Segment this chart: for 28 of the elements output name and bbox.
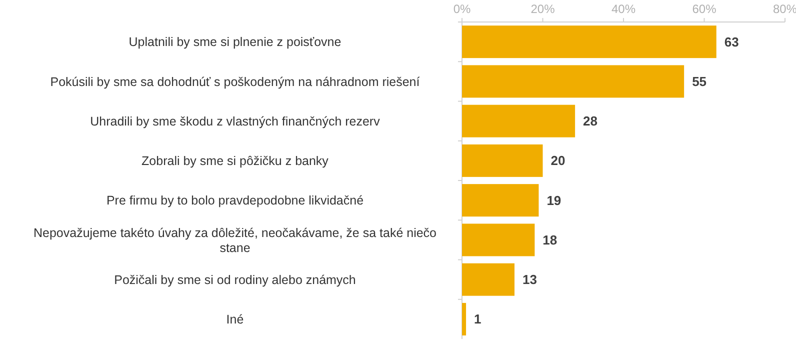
x-tick-label: 20% [530, 2, 556, 16]
bar [462, 144, 543, 177]
data-label: 13 [522, 272, 537, 288]
bar [462, 26, 716, 58]
bar [462, 184, 539, 217]
data-label: 18 [542, 232, 558, 248]
y-tick-label: Požičali by sme si od rodiny alebo známych [114, 272, 356, 287]
data-label: 55 [692, 74, 707, 89]
bar [462, 65, 684, 98]
y-tick-label: Uplatnili by sme si plnenie z poisťovne [128, 35, 342, 50]
y-tick-label: Nepovažujeme takéto úvahy za dôležité, neočakávame, že sa také niečo stane [33, 226, 437, 255]
data-label: 20 [550, 153, 566, 168]
y-tick-label: Zobrali by sme si pôžičku z banky [142, 154, 330, 168]
y-tick-label: Iné [226, 312, 244, 327]
bar [462, 104, 576, 138]
data-label: 1 [474, 312, 482, 327]
bar [462, 224, 535, 256]
y-tick-label: Uhradili by sme škodu z vlastných finančných rezerv [90, 114, 381, 128]
y-tick-label: Pokúsili by sme sa dohodnúť s poškodeným na náhradnom riešení [50, 74, 420, 89]
bar [462, 302, 466, 336]
y-tick-label: Pre firmu by to bolo pravdepodobne likvidačné [106, 194, 364, 208]
x-tick-label: 0% [453, 2, 471, 16]
data-label: 63 [724, 34, 739, 50]
data-label: 19 [546, 192, 562, 208]
x-tick-label: 60% [692, 2, 717, 16]
x-tick-label: 40% [611, 2, 636, 16]
bar [462, 263, 514, 296]
data-label: 28 [583, 114, 598, 129]
